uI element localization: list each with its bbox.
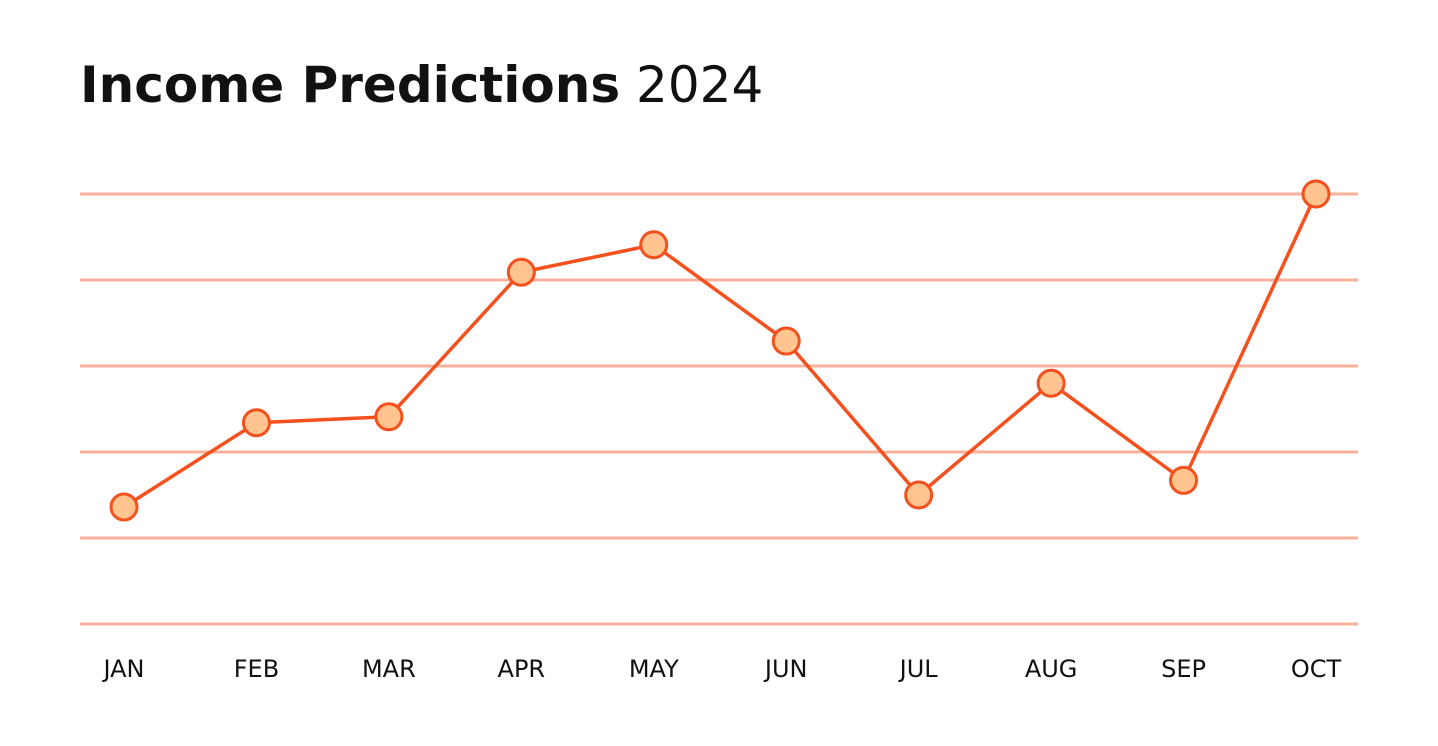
x-tick-label: SEP [1161,655,1206,683]
x-tick-label: JUL [898,655,939,683]
x-tick-label: MAR [362,655,416,683]
point-marker [109,492,139,522]
x-tick-label: JAN [101,655,144,683]
point-marker [771,326,801,356]
point-marker [1301,179,1331,209]
x-tick-label: JUN [763,655,808,683]
point-marker [1169,465,1199,495]
chart-title-row: Income Predictions 2024 [80,56,763,114]
chart-title: Income Predictions [80,56,620,114]
x-tick-label: AUG [1025,655,1078,683]
series-line [123,193,1318,509]
point-marker [241,408,271,438]
x-tick-label: FEB [234,655,279,683]
point-marker [639,230,669,260]
x-tick-label: APR [498,655,546,683]
chart-subtitle: 2024 [636,56,763,114]
point-marker [1036,368,1066,398]
point-marker [374,402,404,432]
x-tick-label: OCT [1291,655,1342,683]
point-marker [904,480,934,510]
point-marker [506,257,536,287]
x-tick-label: MAY [629,655,679,683]
